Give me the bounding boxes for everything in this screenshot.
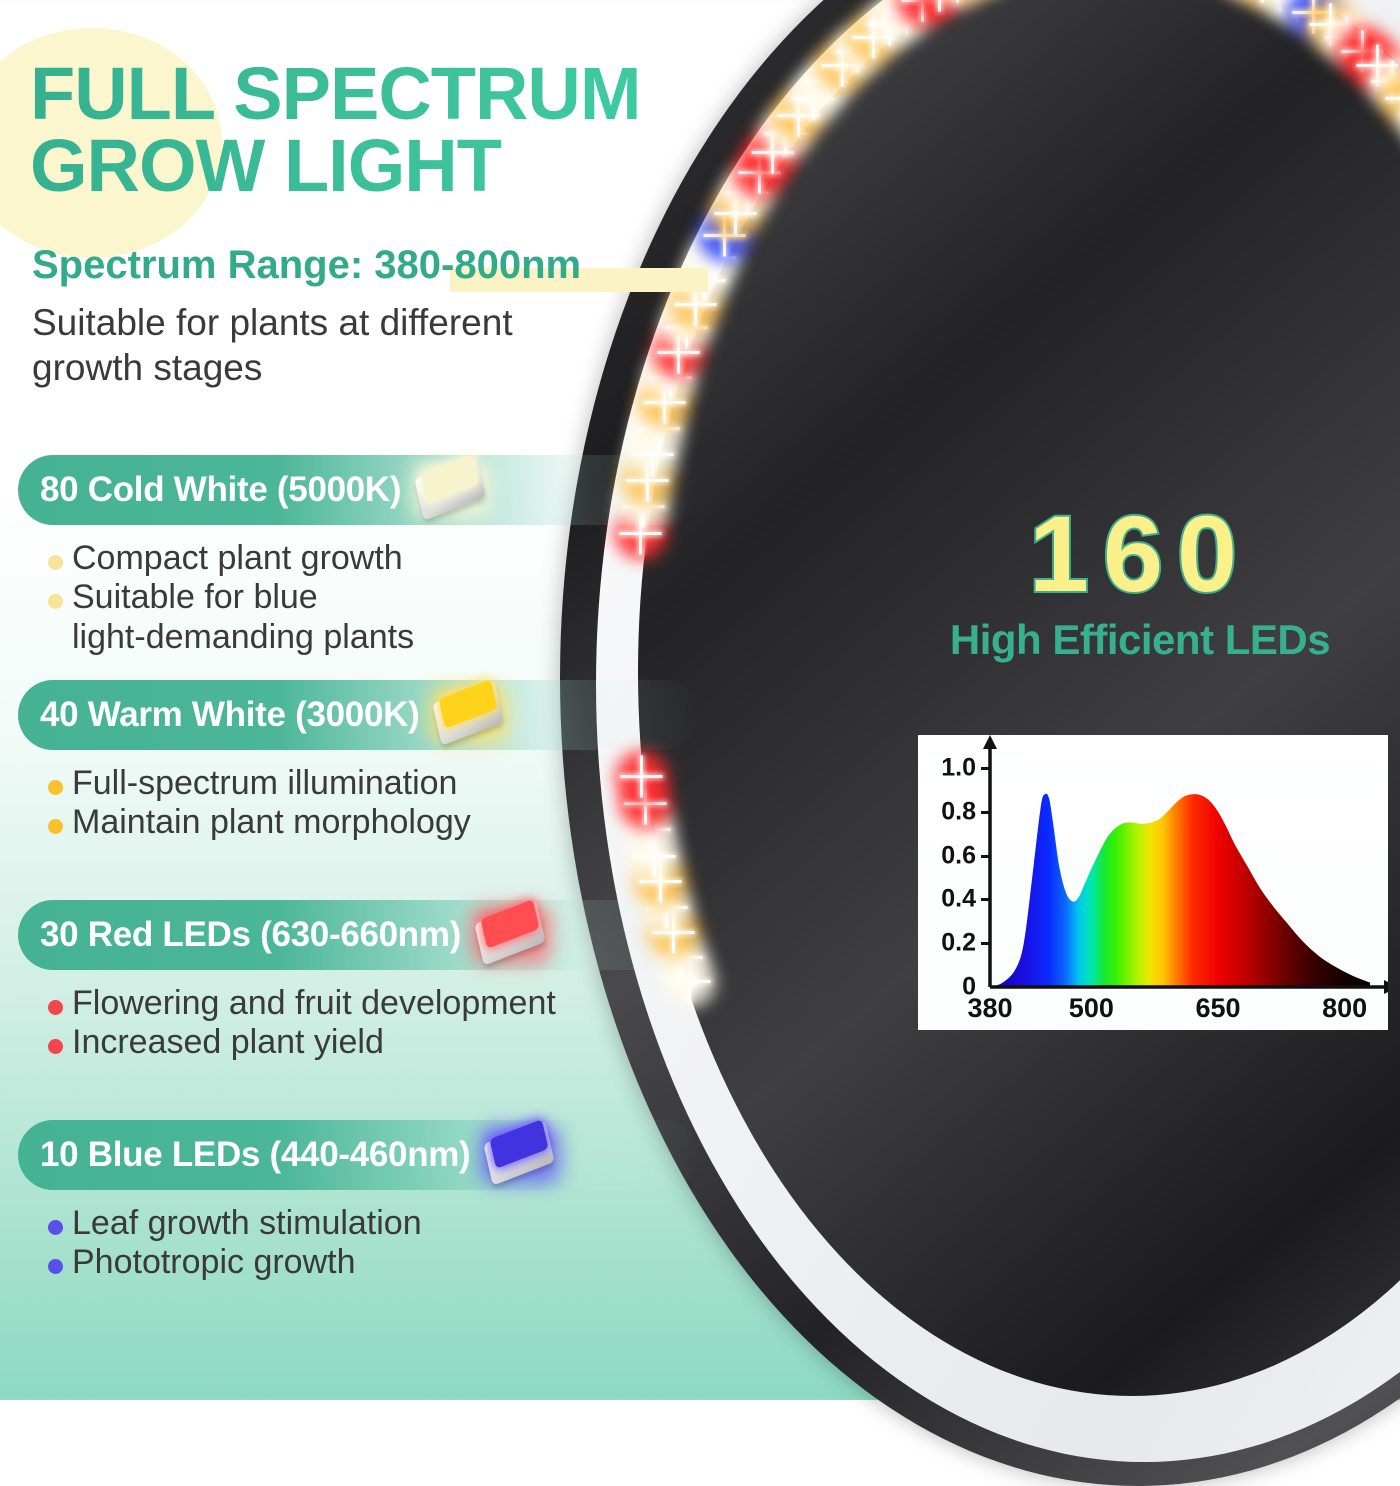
feature-bullet-text: Increased plant yield [72,1023,384,1062]
led-count-label: High Efficient LEDs [949,616,1331,663]
chart-y-tick-label: 0.2 [941,928,976,957]
feature-bullet: Full-spectrum illumination [48,764,698,803]
page-title: FULL SPECTRUM GROW LIGHT [30,57,820,203]
led-dot-cw [801,55,854,108]
led-dot-cw [880,0,933,39]
chart-y-tick-mark [981,810,990,814]
led-count-callout: 160 High Efficient LEDs [940,493,1340,664]
feature-block: 40 Warm White (3000K) Full-spectrum illum… [18,679,698,843]
chart-y-tick-label: 0 [962,972,976,1001]
feature-bullet-list: Full-spectrum illumination Maintain plant… [48,764,698,843]
led-dot-cw [831,25,884,78]
page-subtitle: Suitable for plants at different growth … [32,302,513,389]
bullet-dot-icon [48,819,63,835]
spectrum-range-label: Spectrum Range: 380-800nm [32,243,582,287]
led-chip-icon [427,679,511,746]
feature-bullet-text: Maintain plant morphology [72,803,471,842]
bullet-dot-icon [48,555,63,570]
feature-bullet: Compact plant growth [48,539,698,578]
feature-badge[interactable]: 10 Blue LEDs (440-460nm) [18,1119,698,1190]
chart-y-tick-label: 1.0 [941,753,976,782]
feature-badge-label: 40 Warm White (3000K) [40,695,420,734]
feature-bullet: Maintain plant morphology [48,803,698,842]
led-dot-cw [863,0,916,51]
feature-block: 10 Blue LEDs (440-460nm) Leaf growth stim… [18,1119,698,1283]
led-dot-ww [1304,0,1357,51]
feature-bullet-text: Phototropic growth [72,1243,356,1282]
spectrum-range-row: Spectrum Range: 380-800nm [32,240,792,292]
feature-bullet: Phototropic growth [48,1243,698,1282]
led-dot-ww [638,376,691,429]
bullet-dot-icon [48,1220,63,1235]
chart-x-tick-label: 500 [1068,993,1114,1023]
bullet-dot-icon [48,1259,63,1275]
led-dot-ww [709,187,762,240]
feature-bullet: Leaf growth stimulation [48,1204,698,1243]
led-dot-cw [628,830,681,883]
chart-y-tick-label: 0.8 [941,797,976,826]
spectrum-range-highlight [450,268,708,292]
led-dot-red [1336,25,1389,78]
bullet-dot-icon [48,1000,63,1015]
feature-bullet-text: Compact plant growth [72,539,403,577]
ring-inner-frame [638,0,1400,1396]
feature-bullet-text: Suitable for blue light-demanding plants [72,578,415,656]
feature-bullet: Flowering and fruit development [48,984,698,1023]
feature-badge-label: 80 Cold White (5000K) [40,470,402,509]
chart-y-tick-mark [981,766,990,770]
chart-axis-arrow [983,735,997,749]
led-dot-red [1351,39,1400,92]
feature-block: 30 Red LEDs (630-660nm) Flowering and fru… [18,899,698,1063]
led-count-number: 160 [1027,493,1252,614]
led-dot-cw [1271,0,1324,27]
led-dot-blue [1287,0,1340,39]
feature-bullet-list: Compact plant growth Suitable for blue li… [48,539,698,657]
feature-badge-label: 10 Blue LEDs (440-460nm) [40,1135,471,1174]
feature-bullet-list: Leaf growth stimulation Phototropic growt… [48,1204,698,1283]
chart-y-tick-mark [981,898,990,902]
bullet-dot-icon [48,594,63,610]
bullet-dot-icon [48,780,63,795]
feature-bullet: Suitable for blue light-demanding plants [48,578,698,657]
led-dot-red [896,0,949,27]
chart-y-tick-label: 0.4 [941,884,976,913]
feature-block: 80 Cold White (5000K) Compact plant growt… [18,454,698,657]
led-dot-ww [847,11,900,64]
led-dot-cw [632,402,685,455]
feature-bullet: Increased plant yield [48,1023,698,1062]
chart-x-tick-label: 650 [1195,993,1241,1023]
led-dot-cw [1366,55,1400,108]
feature-bullet-text: Leaf growth stimulation [72,1204,422,1242]
feature-badge[interactable]: 40 Warm White (3000K) [18,679,698,750]
feature-badge[interactable]: 80 Cold White (5000K) [18,454,698,525]
led-dot-cw [1320,11,1373,64]
chart-spectrum-area [990,793,1370,987]
led-chip-icon [469,899,553,966]
chart-plot-area [983,735,1388,994]
feature-bullet-list: Flowering and fruit development Increased… [48,984,698,1063]
led-chip-icon [478,1119,562,1186]
ring-led-strip [596,0,1400,1462]
bullet-dot-icon [48,1039,63,1055]
chart-axis-arrow [1384,980,1388,994]
chart-y-tick-label: 0.6 [941,841,976,870]
chart-x-tick-label: 380 [967,993,1013,1023]
feature-badge-label: 30 Red LEDs (630-660nm) [40,915,462,954]
led-dot-ww [634,855,687,908]
chart-x-tick-label: 800 [1322,993,1368,1023]
spectrum-chart: 0 0.2 0.4 0.6 0.8 1.0 380 500 650 800 [918,735,1388,1030]
feature-bullet-text: Full-spectrum illumination [72,764,458,802]
led-dot-ww [816,39,869,92]
feature-bullet-text: Flowering and fruit development [72,984,556,1022]
chart-y-tick-mark [981,942,990,946]
chart-y-tick-mark [981,854,990,858]
led-chip-icon [409,454,493,521]
feature-badge[interactable]: 30 Red LEDs (630-660nm) [18,899,698,970]
title-background-blob [0,28,222,258]
